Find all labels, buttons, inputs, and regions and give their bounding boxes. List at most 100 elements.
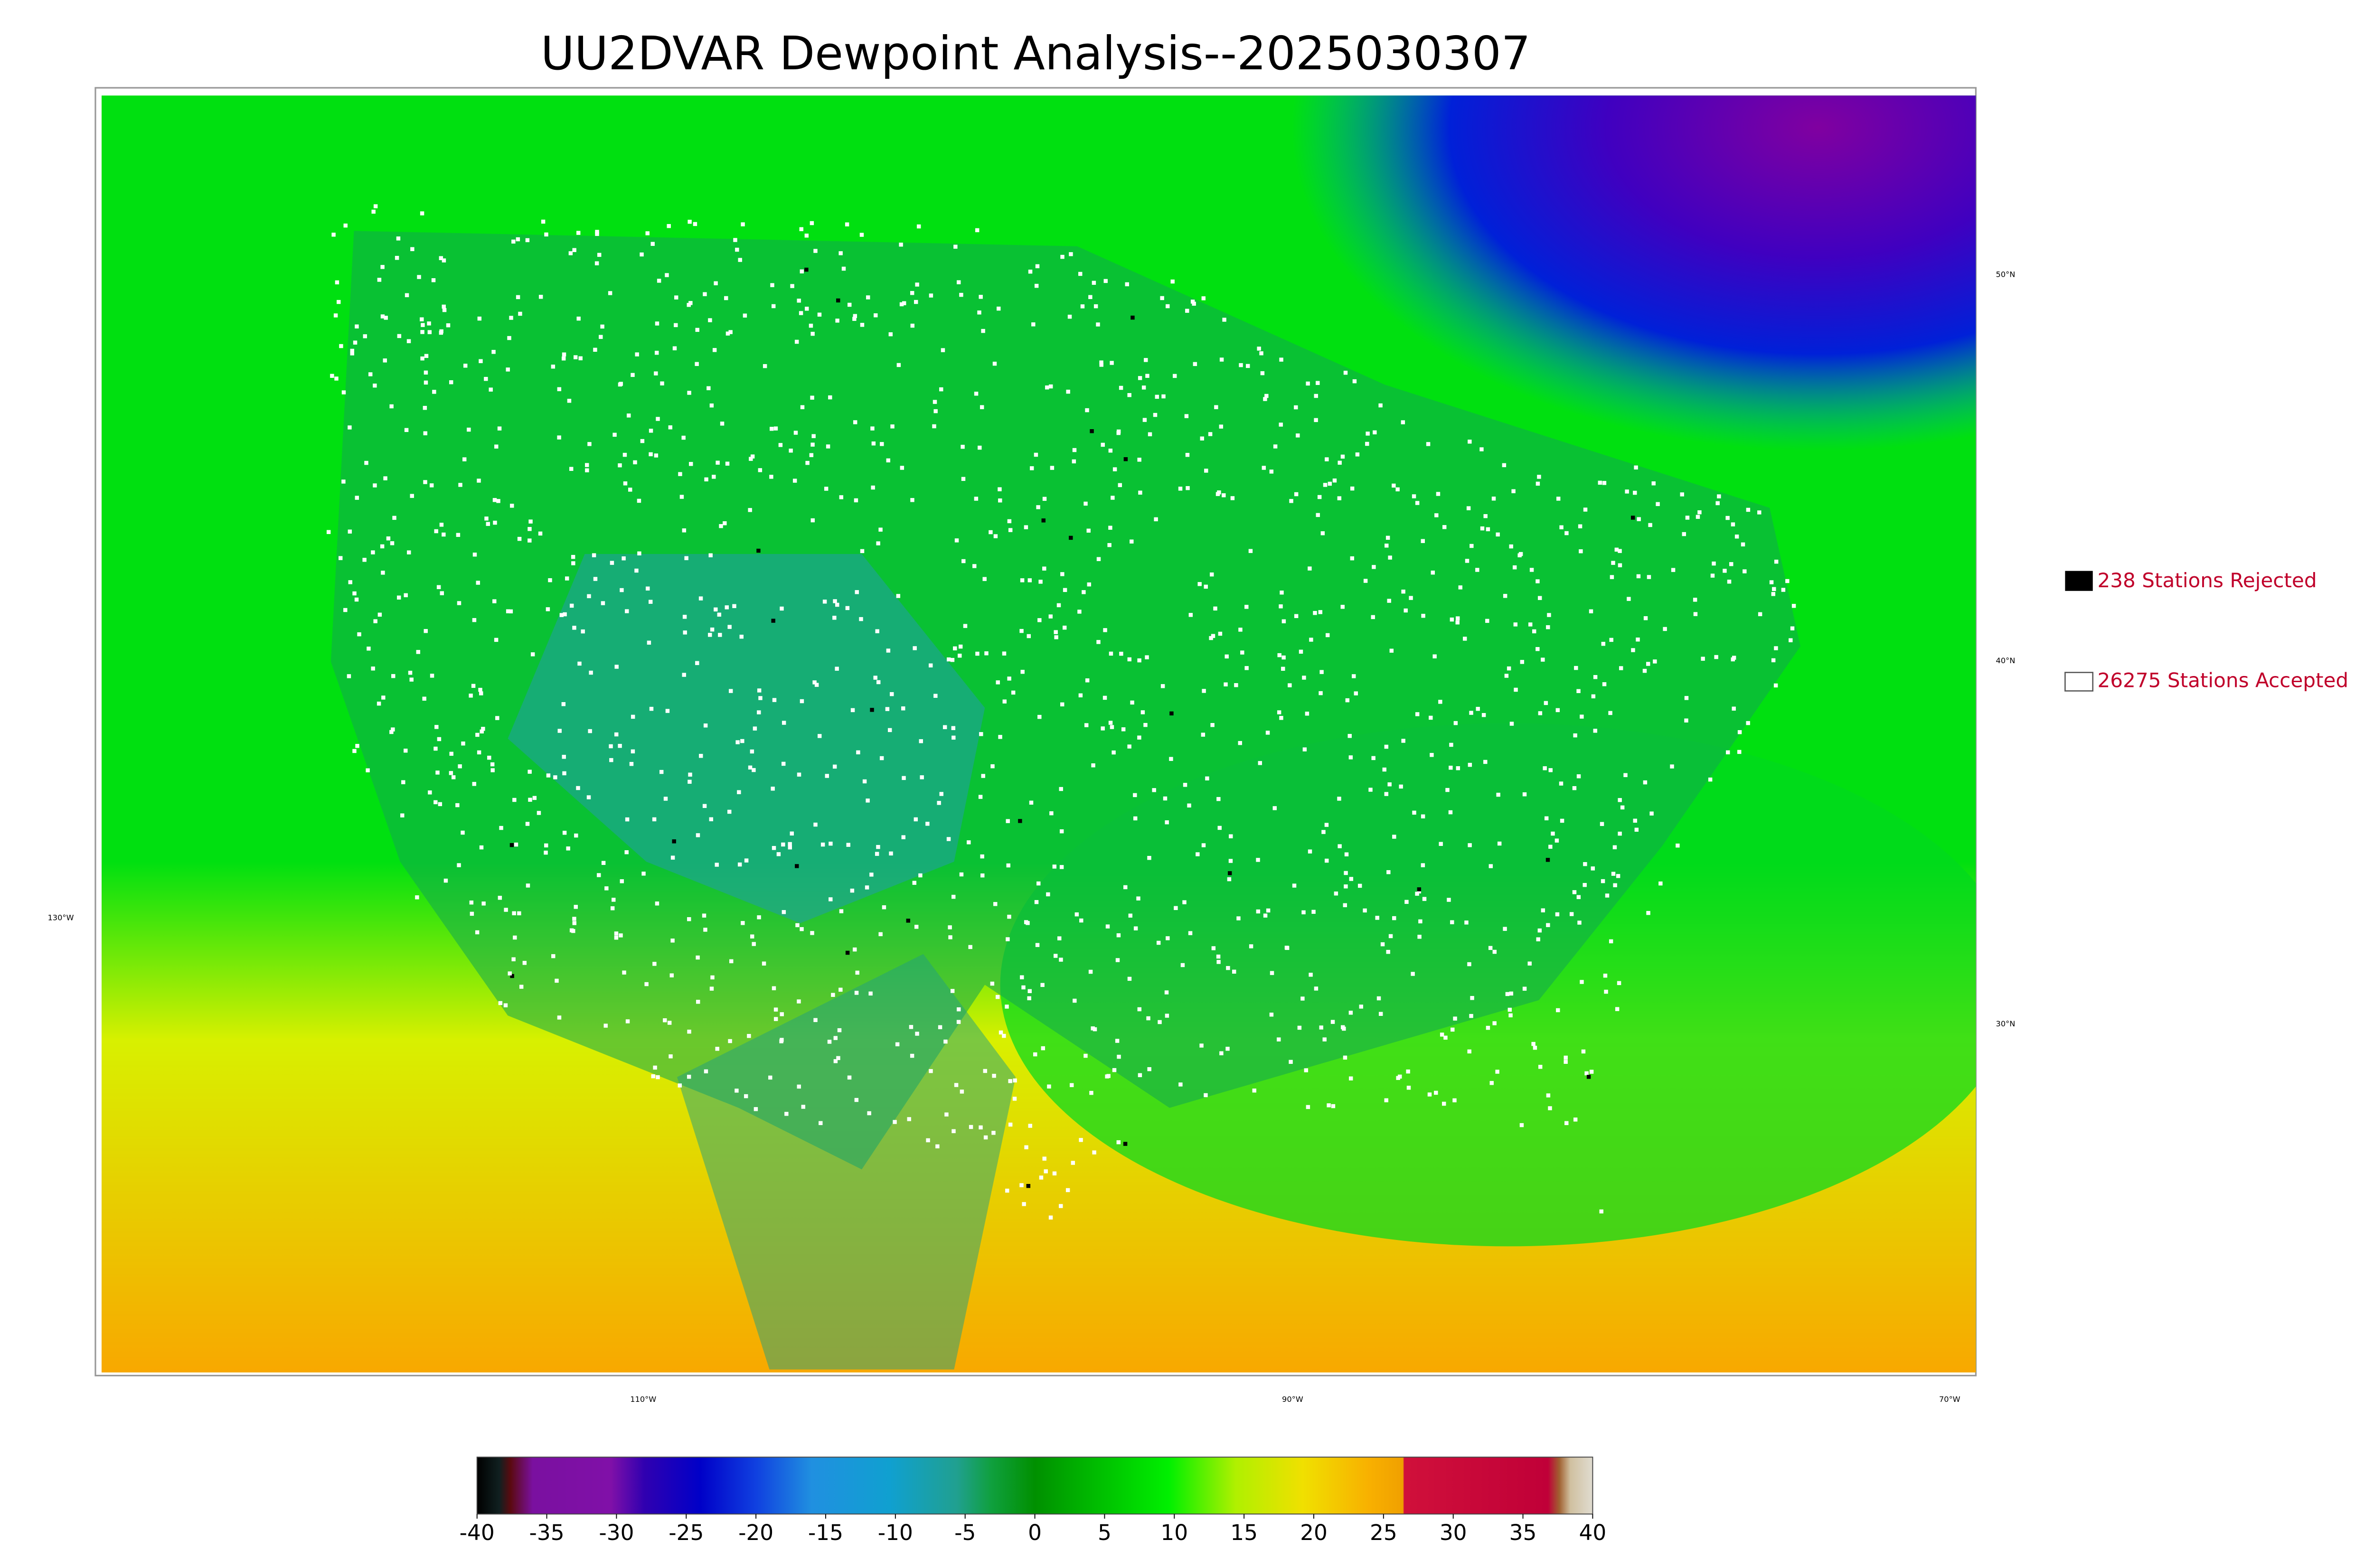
station-dot: [1392, 835, 1396, 839]
station-dot: [364, 460, 368, 465]
station-dot: [1485, 619, 1489, 623]
station-dot: [562, 831, 567, 835]
station-dot: [780, 1038, 784, 1042]
station-dot: [1301, 910, 1306, 915]
station-dot: [1517, 553, 1522, 557]
station-dot: [1059, 865, 1064, 869]
station-dot: [799, 227, 803, 231]
station-dot: [1148, 432, 1152, 436]
station-dot: [748, 765, 753, 770]
station-dot: [1050, 466, 1055, 470]
station-dot: [835, 319, 839, 323]
station-dot: [479, 845, 484, 850]
station-dot: [1536, 647, 1540, 651]
station-dot: [854, 498, 858, 503]
station-dot: [1576, 895, 1581, 899]
station-dot: [980, 854, 984, 859]
station-dot: [687, 1029, 691, 1034]
station-dot: [1338, 844, 1342, 848]
station-dot: [461, 742, 465, 746]
station-dot: [568, 251, 573, 255]
station-dot: [1421, 539, 1425, 543]
station-dot: [363, 334, 367, 338]
station-dot: [1226, 966, 1230, 970]
station-dot: [824, 487, 829, 491]
station-dot: [1469, 1014, 1473, 1018]
station-dot: [757, 710, 761, 714]
station-dot: [663, 1018, 667, 1023]
station-dot: [1265, 731, 1270, 735]
station-dot: [1349, 877, 1354, 881]
station-dot: [800, 699, 804, 704]
station-dot: [1044, 1169, 1048, 1174]
station-dot: [932, 424, 936, 429]
station-dot: [1216, 954, 1221, 959]
station-dot: [961, 444, 965, 449]
station-dot: [693, 222, 697, 226]
station-dot: [1676, 843, 1680, 848]
station-dot: [1417, 887, 1422, 892]
station-dot: [1038, 580, 1043, 584]
station-dot: [1185, 453, 1190, 457]
station-dot: [1340, 605, 1345, 609]
station-dot: [551, 365, 556, 369]
station-dot: [1180, 963, 1185, 967]
station-dot: [1137, 1007, 1142, 1012]
station-dot: [569, 467, 574, 471]
station-dot: [954, 1083, 959, 1087]
station-dot: [377, 701, 381, 706]
station-dot: [1483, 760, 1488, 764]
station-dot: [810, 518, 815, 523]
station-dot: [397, 334, 402, 338]
station-dot: [1054, 954, 1058, 958]
station-dot: [750, 749, 754, 754]
station-dot: [1041, 518, 1046, 523]
station-dot: [544, 232, 548, 237]
station-dot: [1564, 1121, 1569, 1126]
station-dot: [747, 1034, 751, 1038]
station-dot: [703, 928, 707, 932]
station-dot: [727, 625, 732, 629]
station-dot: [1514, 687, 1518, 692]
station-dot: [1040, 983, 1045, 987]
station-dot: [335, 280, 339, 285]
station-dot: [1684, 718, 1688, 723]
lon-label: 90°W: [1282, 1395, 1303, 1404]
station-dot: [946, 837, 951, 841]
station-dot: [1380, 942, 1385, 947]
colorbar-tick-label: 25: [1370, 1520, 1397, 1545]
station-dot: [389, 404, 394, 409]
station-dot: [939, 792, 943, 796]
station-dot: [801, 1105, 805, 1109]
station-dot: [472, 782, 476, 786]
station-dot: [437, 737, 442, 742]
station-dot: [380, 314, 385, 319]
station-dot: [401, 780, 405, 784]
station-dot: [838, 987, 843, 992]
station-dot: [512, 911, 516, 915]
station-dot: [974, 392, 979, 396]
station-dot: [659, 770, 664, 774]
station-dot: [472, 553, 477, 557]
station-dot: [687, 1074, 691, 1079]
station-dot: [977, 310, 981, 315]
station-dot: [1355, 452, 1360, 457]
station-dot: [1110, 361, 1114, 365]
station-dot: [1646, 911, 1650, 915]
station-dot: [1643, 616, 1648, 620]
station-dot: [1024, 525, 1028, 529]
station-dot: [960, 1089, 964, 1094]
station-dot: [517, 536, 522, 541]
station-dot: [1781, 588, 1786, 592]
station-dot: [528, 538, 532, 543]
station-dot: [793, 431, 798, 435]
station-dot: [990, 764, 995, 769]
station-dot: [1651, 481, 1656, 486]
station-dot: [1178, 487, 1183, 491]
station-dot: [915, 1032, 919, 1036]
station-dot: [654, 350, 659, 355]
station-dot: [735, 247, 739, 252]
station-dot: [1227, 877, 1232, 882]
station-dot: [943, 1039, 948, 1044]
station-dot: [614, 936, 619, 940]
